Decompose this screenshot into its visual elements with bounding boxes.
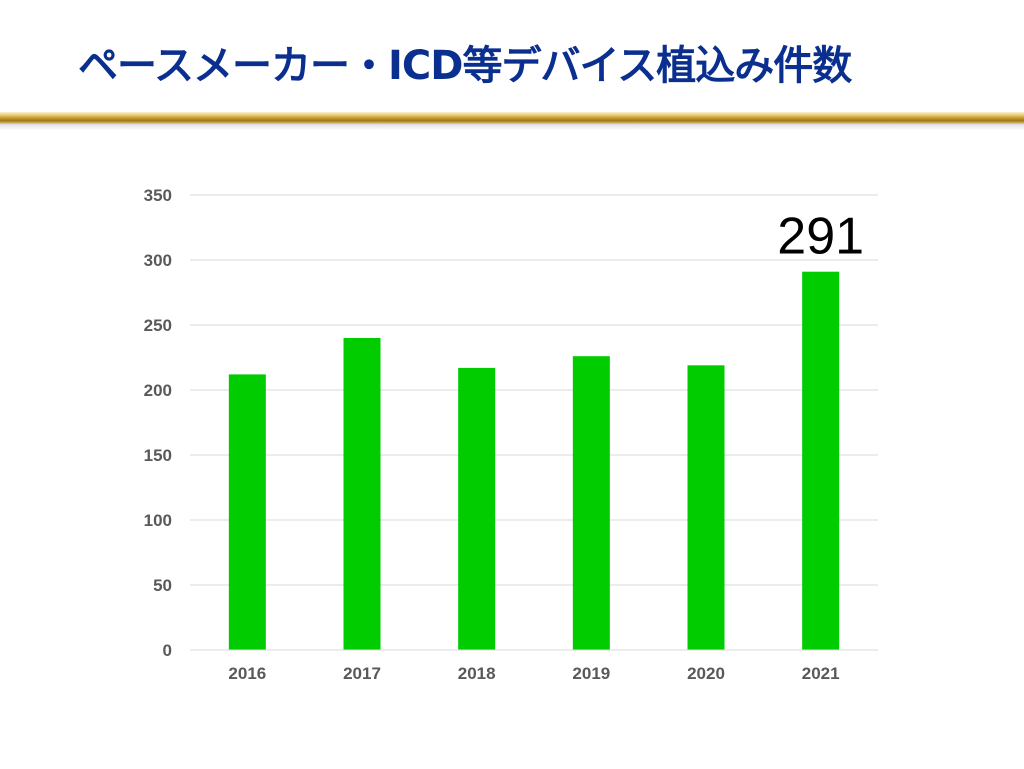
bar-2018 [458, 367, 496, 650]
y-tick-label: 250 [144, 316, 172, 335]
x-tick-label: 2017 [343, 664, 381, 683]
x-tick-label: 2018 [458, 664, 496, 683]
data-labels: 291 [777, 208, 864, 266]
bar-2016 [228, 374, 266, 650]
x-tick-label: 2020 [687, 664, 725, 683]
y-tick-label: 150 [144, 446, 172, 465]
bar-2020 [687, 365, 725, 650]
y-axis-ticks: 0 50 100 150 200 250 300 350 [144, 186, 172, 660]
y-tick-label: 200 [144, 381, 172, 400]
slide-title: ペースメーカー・ICD等デバイス植込み件数 [78, 43, 852, 89]
y-tick-label: 350 [144, 186, 172, 205]
x-axis-ticks: 2016 2017 2018 2019 2020 2021 [228, 664, 839, 683]
title-divider [0, 112, 1024, 130]
y-tick-label: 100 [144, 511, 172, 530]
bars [228, 271, 840, 650]
gridlines [190, 194, 878, 586]
x-tick-label: 2019 [572, 664, 610, 683]
x-tick-label: 2016 [228, 664, 266, 683]
y-tick-label: 300 [144, 251, 172, 270]
y-tick-label: 0 [163, 641, 172, 660]
bar-2019 [572, 356, 610, 650]
data-label-2021: 291 [777, 208, 864, 266]
x-tick-label: 2021 [802, 664, 840, 683]
bar-2017 [343, 338, 381, 650]
y-tick-label: 50 [153, 576, 172, 595]
bar-2021 [802, 271, 840, 650]
